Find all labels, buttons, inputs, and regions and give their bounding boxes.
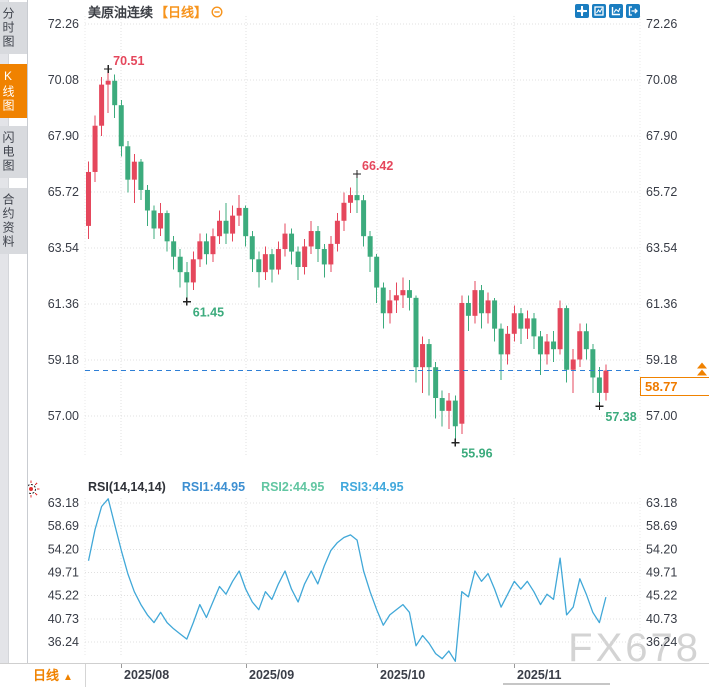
rsi-header: RSI(14,14,14) RSI1:44.95 RSI2:44.95 RSI3… xyxy=(88,480,404,494)
svg-text:58.69: 58.69 xyxy=(48,519,79,533)
sidebar-tab-flash-chart[interactable]: 闪电图 xyxy=(0,126,27,178)
sidebar-tab-kline-chart[interactable]: K线图 xyxy=(0,64,27,118)
svg-text:54.20: 54.20 xyxy=(48,542,79,556)
x-axis-label-nov: 2025/11 xyxy=(517,668,562,682)
svg-text:61.45: 61.45 xyxy=(193,306,224,320)
current-price-box: 58.77 xyxy=(640,377,709,396)
svg-text:57.00: 57.00 xyxy=(48,409,79,423)
svg-text:63.54: 63.54 xyxy=(646,241,677,255)
x-axis-tick xyxy=(514,664,515,668)
svg-text:61.36: 61.36 xyxy=(646,297,677,311)
svg-text:45.22: 45.22 xyxy=(646,589,677,603)
svg-text:70.08: 70.08 xyxy=(646,73,677,87)
svg-text:66.42: 66.42 xyxy=(362,159,393,173)
svg-text:65.72: 65.72 xyxy=(646,185,677,199)
x-axis-tick xyxy=(121,664,122,668)
rsi3-value: RSI3:44.95 xyxy=(340,480,404,494)
rsi2-value: RSI2:44.95 xyxy=(261,480,325,494)
x-axis-label-oct: 2025/10 xyxy=(380,668,426,682)
x-axis-label-sep: 2025/09 xyxy=(249,668,295,682)
period-label: 日线 xyxy=(33,668,60,683)
sidebar-tab-time-chart[interactable]: 分时图 xyxy=(0,2,27,54)
svg-text:67.90: 67.90 xyxy=(48,129,79,143)
x-axis-label-aug: 2025/08 xyxy=(124,668,170,682)
axis-chart-icon[interactable] xyxy=(609,4,623,18)
svg-text:72.26: 72.26 xyxy=(48,17,79,31)
pop-out-icon[interactable] xyxy=(626,4,640,18)
move-crosshair-icon[interactable] xyxy=(575,4,589,18)
zoom-out-icon[interactable] xyxy=(211,5,223,18)
svg-text:58.69: 58.69 xyxy=(646,519,677,533)
svg-text:72.26: 72.26 xyxy=(646,17,677,31)
x-axis-tick xyxy=(246,664,247,668)
svg-text:57.38: 57.38 xyxy=(605,410,636,424)
rsi1-value: RSI1:44.95 xyxy=(181,480,246,494)
instrument-name: 美原油连续 xyxy=(88,5,154,20)
svg-text:70.08: 70.08 xyxy=(48,73,79,87)
svg-text:55.96: 55.96 xyxy=(461,447,492,461)
chart-toolbar xyxy=(575,4,640,18)
period-tag: 【日线】 xyxy=(155,5,208,20)
svg-text:63.18: 63.18 xyxy=(646,496,677,510)
sidebar: 分时图 K线图 闪电图 合约资料 xyxy=(0,0,28,663)
sidebar-gutter xyxy=(0,0,9,663)
period-selector[interactable]: 日线 ▲ xyxy=(33,664,73,687)
frame-chart-icon[interactable] xyxy=(592,4,606,18)
sidebar-tab-contract-info[interactable]: 合约资料 xyxy=(0,188,27,254)
x-axis-tick xyxy=(377,664,378,668)
svg-text:59.18: 59.18 xyxy=(646,353,677,367)
svg-text:67.90: 67.90 xyxy=(646,129,677,143)
svg-text:40.73: 40.73 xyxy=(646,612,677,626)
bar-divider xyxy=(85,664,86,687)
period-up-arrow-icon: ▲ xyxy=(63,672,73,683)
svg-text:65.72: 65.72 xyxy=(48,185,79,199)
svg-text:49.71: 49.71 xyxy=(48,566,79,580)
svg-text:40.73: 40.73 xyxy=(48,612,79,626)
svg-text:57.00: 57.00 xyxy=(646,409,677,423)
svg-text:45.22: 45.22 xyxy=(48,589,79,603)
rsi-indicator-name[interactable]: RSI(14,14,14) xyxy=(88,480,166,494)
scrollbar-thumb[interactable] xyxy=(503,683,610,685)
svg-text:70.51: 70.51 xyxy=(113,54,144,68)
svg-text:54.20: 54.20 xyxy=(646,542,677,556)
chart-header: 美原油连续 【日线】 xyxy=(88,2,223,21)
svg-text:63.54: 63.54 xyxy=(48,241,79,255)
svg-text:59.18: 59.18 xyxy=(48,353,79,367)
svg-text:49.71: 49.71 xyxy=(646,566,677,580)
svg-text:63.18: 63.18 xyxy=(48,496,79,510)
svg-text:61.36: 61.36 xyxy=(48,297,79,311)
svg-text:36.24: 36.24 xyxy=(48,635,79,649)
bottom-bar: 日线 ▲ 2025/08 2025/09 2025/10 2025/11 xyxy=(0,663,709,687)
